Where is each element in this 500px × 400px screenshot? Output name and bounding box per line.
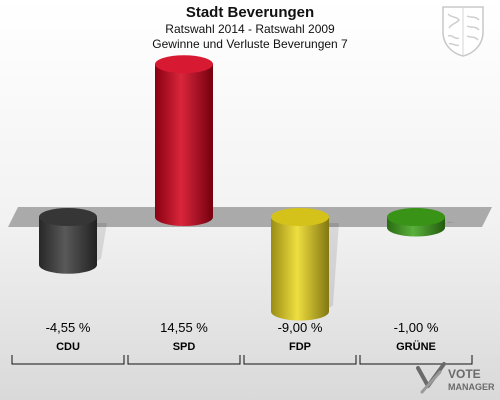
value-label-cdu: -4,55 %	[46, 320, 91, 335]
zero-baseline-band	[8, 207, 492, 227]
bar-grüne	[387, 208, 455, 237]
category-bracket	[127, 355, 241, 365]
bar-cap	[387, 208, 445, 226]
category-bracket	[359, 355, 473, 365]
value-label-grüne: -1,00 %	[394, 320, 439, 335]
category-label-cdu: CDU	[56, 341, 80, 353]
bar-cap	[39, 208, 97, 226]
category-label-grüne: GRÜNE	[396, 340, 436, 353]
watermark-line-1: VOTE	[448, 367, 481, 381]
category-bracket	[243, 355, 357, 365]
chart-header: Stadt Beverungen Ratswahl 2014 - Ratswah…	[0, 4, 500, 52]
chart-subtitle: Ratswahl 2014 - Ratswahl 2009	[165, 22, 335, 36]
bar-cdu	[39, 208, 107, 274]
bar-cap	[271, 208, 329, 226]
vote-manager-logo: VOTE MANAGER	[416, 362, 494, 394]
chart-title: Stadt Beverungen	[185, 4, 315, 21]
value-label-spd: 14,55 %	[160, 320, 208, 335]
category-label-fdp: FDP	[289, 341, 311, 353]
bar-spd	[155, 55, 213, 226]
coat-of-arms-icon	[442, 6, 484, 57]
category-label-spd: SPD	[173, 341, 196, 353]
chart-subtitle-2: Gewinne und Verluste Beverungen 7	[152, 37, 348, 51]
bar-cap	[155, 55, 213, 74]
value-label-fdp: -9,00 %	[278, 320, 323, 335]
watermark-line-2: MANAGER	[448, 382, 494, 392]
category-bracket	[11, 355, 125, 365]
bar-fdp	[271, 208, 339, 321]
